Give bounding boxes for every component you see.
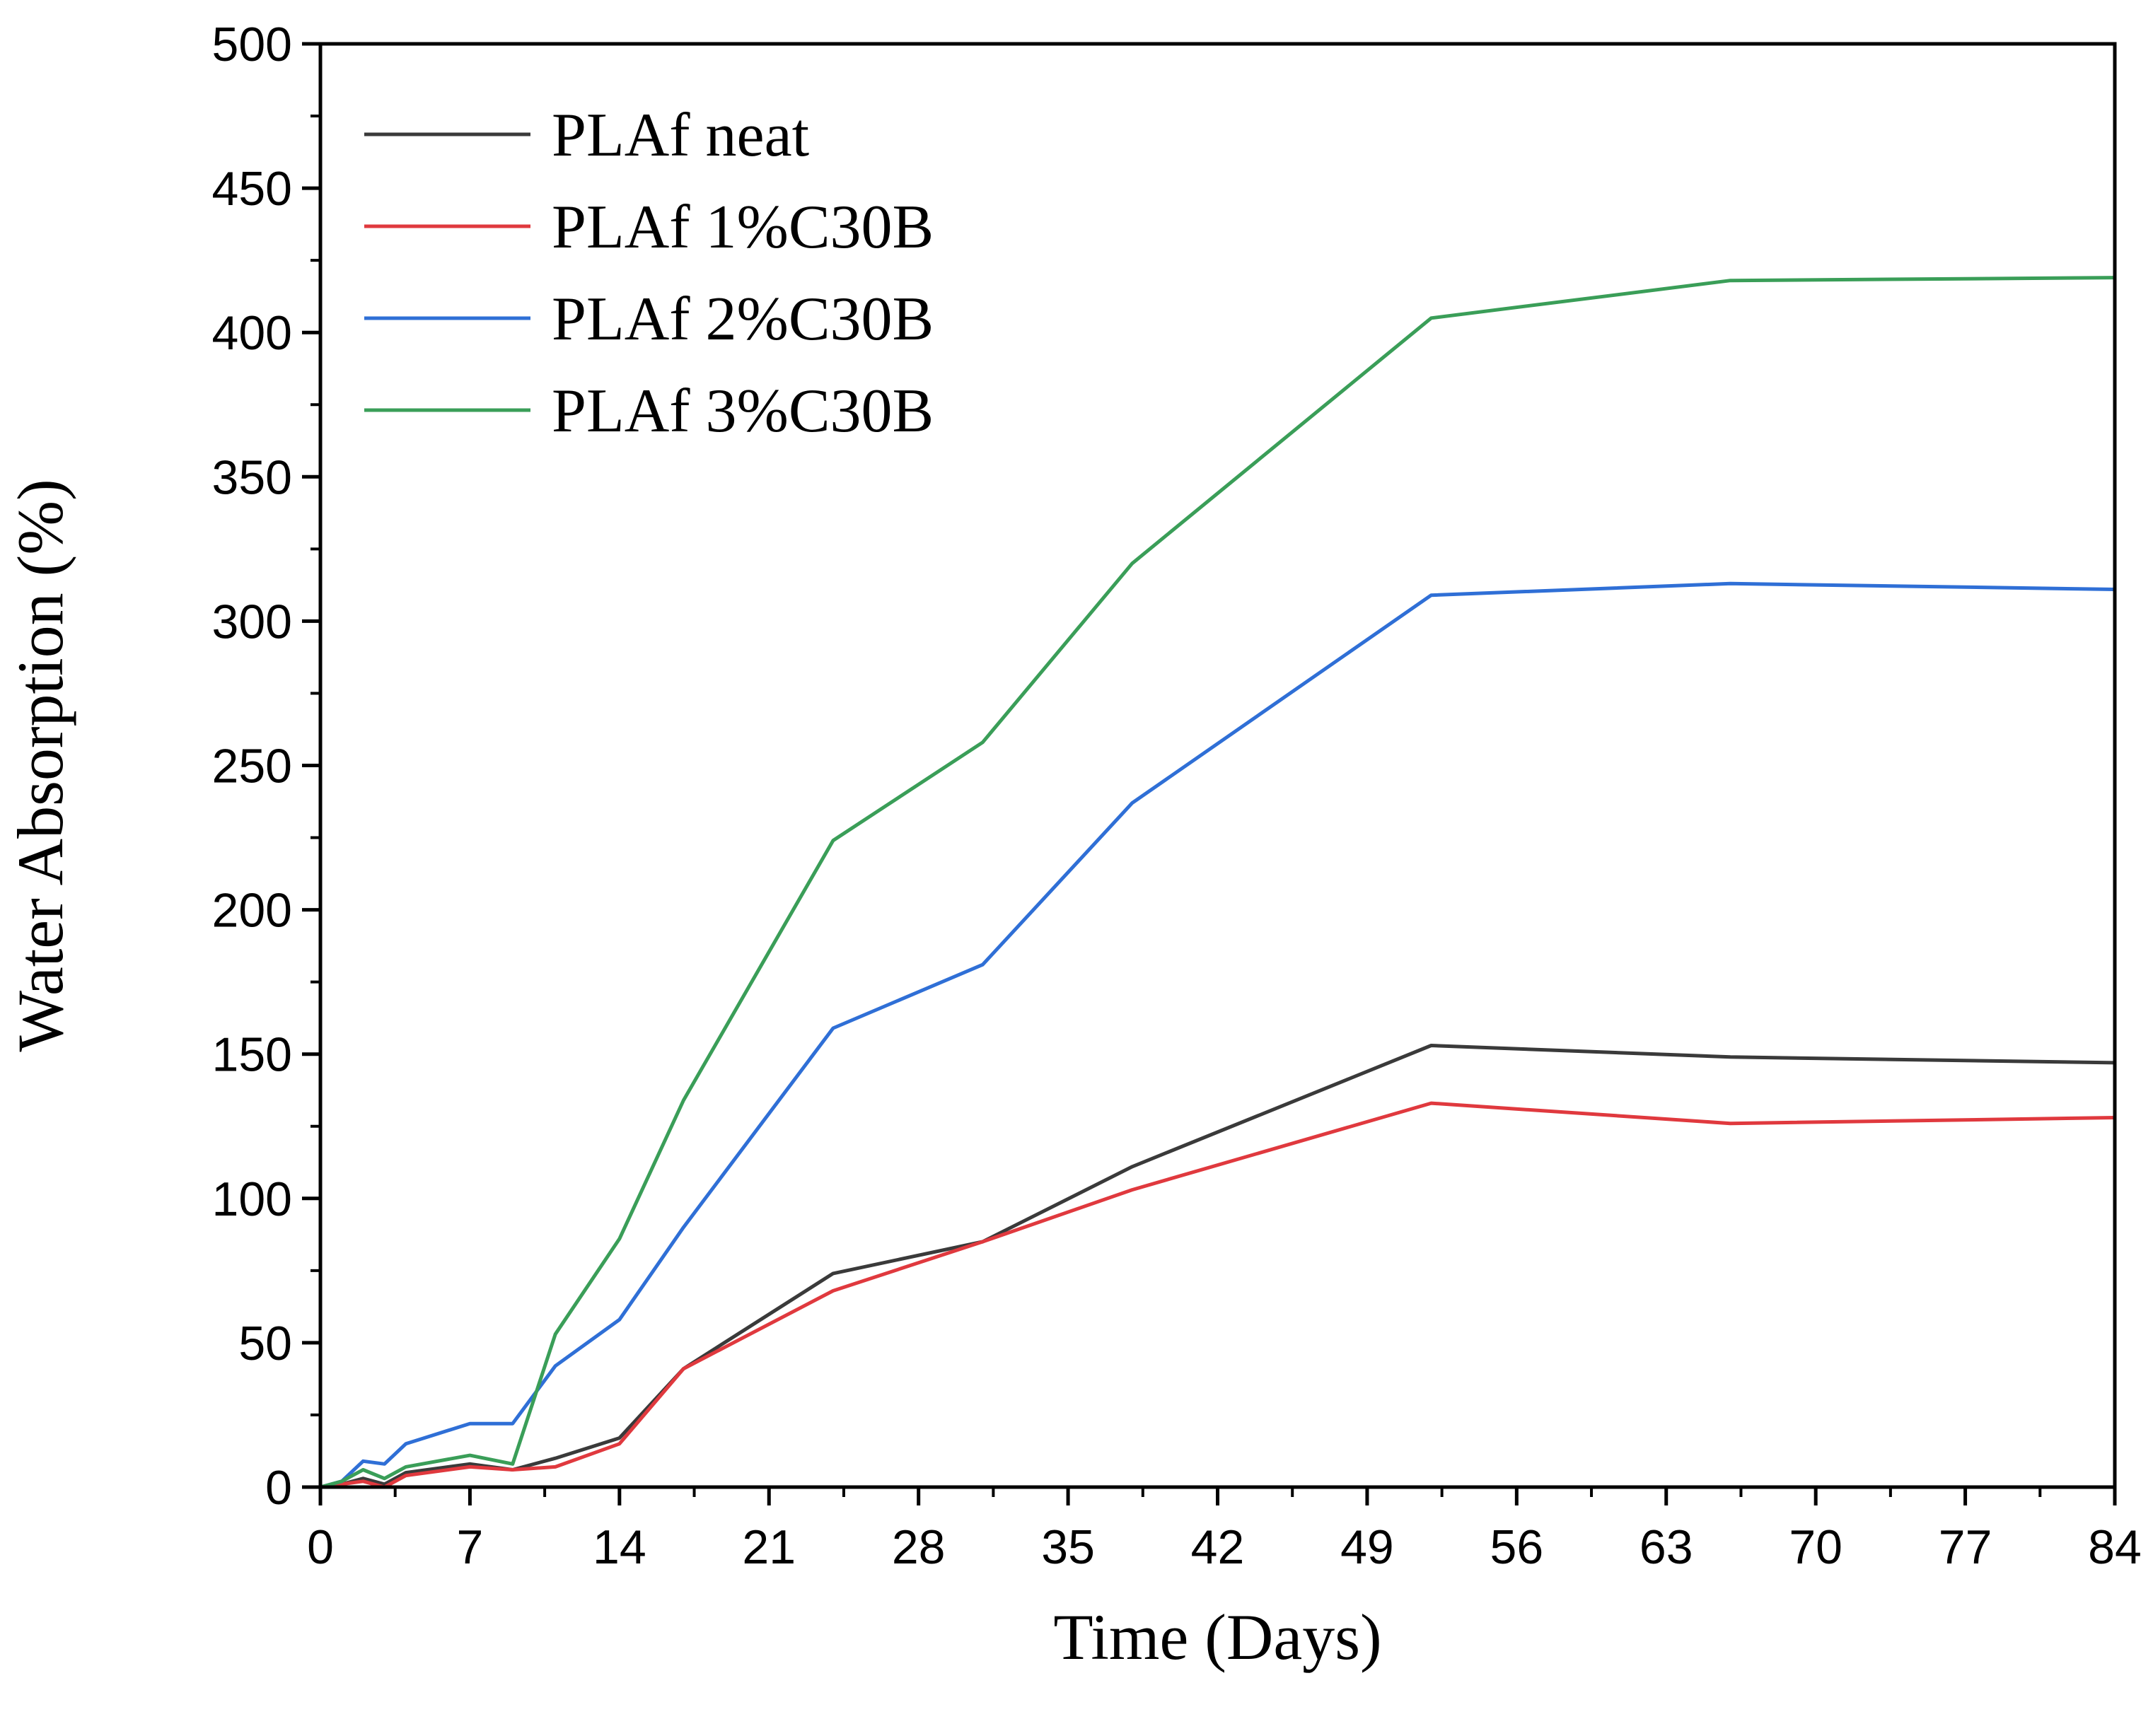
x-tick-label: 42 xyxy=(1191,1520,1245,1574)
x-tick-label: 7 xyxy=(457,1520,484,1574)
x-tick-label: 35 xyxy=(1041,1520,1095,1574)
x-tick-label: 21 xyxy=(742,1520,796,1574)
x-tick-label: 49 xyxy=(1340,1520,1394,1574)
x-tick-label: 77 xyxy=(1939,1520,1992,1574)
legend: PLAf neat PLAf 1%C30B PLAf 2%C30B PLAf 3%C3… xyxy=(364,101,934,445)
y-tick-label: 350 xyxy=(212,450,292,504)
legend-label-1: PLAf neat xyxy=(552,101,809,170)
x-tick-label: 28 xyxy=(892,1520,946,1574)
y-axis-title: Water Absorption (%) xyxy=(4,479,76,1051)
legend-label-2: PLAf 1%C30B xyxy=(552,193,934,262)
x-tick-label: 56 xyxy=(1490,1520,1544,1574)
y-tick-label: 500 xyxy=(212,18,292,71)
x-tick-label: 70 xyxy=(1789,1520,1842,1574)
y-tick-label: 300 xyxy=(212,595,292,648)
y-tick-label: 400 xyxy=(212,306,292,360)
y-tick-label: 150 xyxy=(212,1028,292,1082)
legend-label-3: PLAf 2%C30B xyxy=(552,285,934,354)
y-axis-ticks: 0 50 100 150 200 250 300 350 400 450 500 xyxy=(212,18,320,1515)
x-tick-label: 0 xyxy=(307,1520,334,1574)
x-tick-label: 63 xyxy=(1640,1520,1693,1574)
legend-label-4: PLAf 3%C30B xyxy=(552,377,934,445)
x-axis-ticks: 0 7 14 21 28 35 42 49 56 63 70 77 84 xyxy=(307,1487,2142,1574)
y-tick-label: 0 xyxy=(265,1461,292,1515)
x-tick-label: 84 xyxy=(2088,1520,2142,1574)
series-line-4 xyxy=(318,276,2117,1489)
y-tick-label: 450 xyxy=(212,162,292,216)
y-tick-label: 100 xyxy=(212,1172,292,1226)
data-series-group xyxy=(318,276,2117,1489)
series-line-1 xyxy=(318,1044,2117,1489)
y-tick-label: 50 xyxy=(238,1317,292,1370)
y-tick-label: 200 xyxy=(212,884,292,938)
series-line-3 xyxy=(318,581,2117,1489)
x-tick-label: 14 xyxy=(593,1520,646,1574)
series-line-2 xyxy=(318,1101,2117,1489)
y-tick-label: 250 xyxy=(212,740,292,793)
x-axis-title: Time (Days) xyxy=(1053,1601,1381,1673)
